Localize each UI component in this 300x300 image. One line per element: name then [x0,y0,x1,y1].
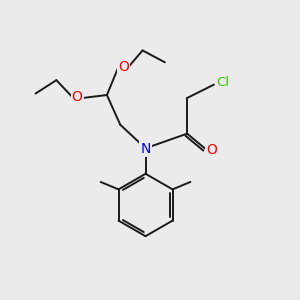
Text: O: O [206,143,217,157]
Text: N: N [140,142,151,155]
Text: O: O [72,89,83,103]
Text: O: O [118,60,129,74]
Text: Cl: Cl [216,76,229,89]
